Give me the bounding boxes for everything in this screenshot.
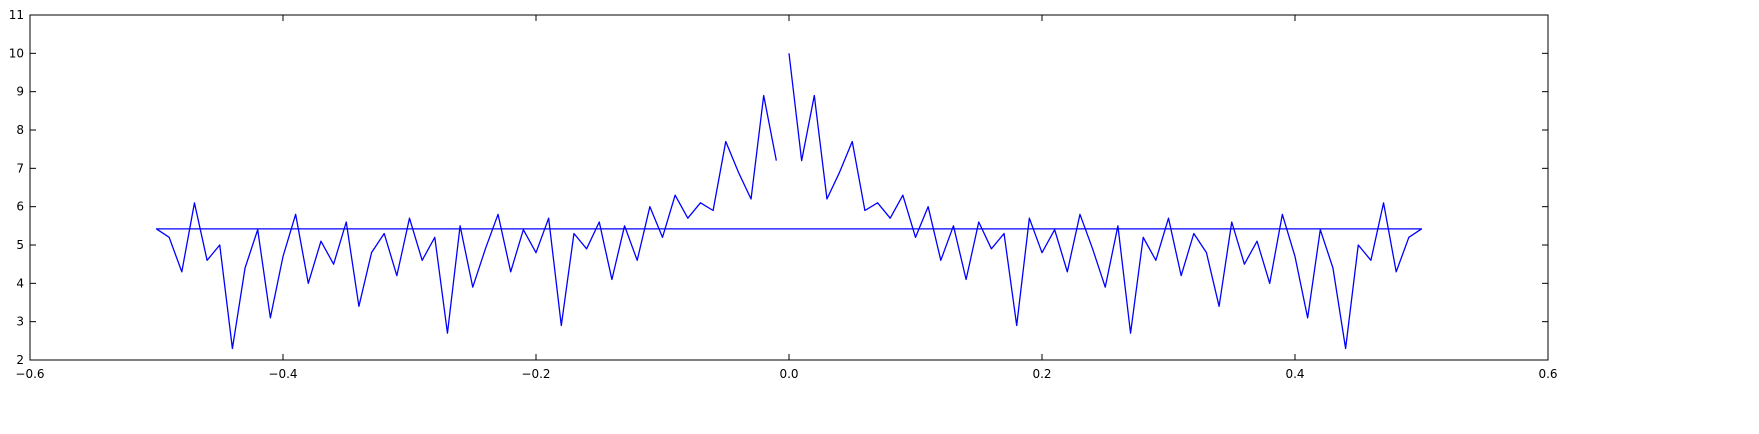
y-tick-label: 3 bbox=[16, 315, 24, 329]
y-tick-label: 10 bbox=[9, 46, 24, 60]
y-tick-label: 11 bbox=[9, 8, 24, 22]
y-tick-label: 4 bbox=[16, 276, 24, 290]
x-tick-label: −0.6 bbox=[15, 367, 44, 381]
x-tick-label: 0.6 bbox=[1538, 367, 1557, 381]
x-tick-label: −0.2 bbox=[521, 367, 550, 381]
y-tick-label: 8 bbox=[16, 123, 24, 137]
y-tick-label: 5 bbox=[16, 238, 24, 252]
data-line bbox=[155, 53, 1423, 350]
x-tick-label: 0.2 bbox=[1032, 367, 1051, 381]
y-tick-label: 9 bbox=[16, 85, 24, 99]
y-tick-label: 6 bbox=[16, 200, 24, 214]
y-tick-label: 2 bbox=[16, 353, 24, 367]
x-tick-label: 0.0 bbox=[779, 367, 798, 381]
y-tick-label: 7 bbox=[16, 161, 24, 175]
x-tick-label: 0.4 bbox=[1285, 367, 1304, 381]
plot-frame bbox=[29, 14, 1549, 361]
x-tick-label: −0.4 bbox=[268, 367, 297, 381]
